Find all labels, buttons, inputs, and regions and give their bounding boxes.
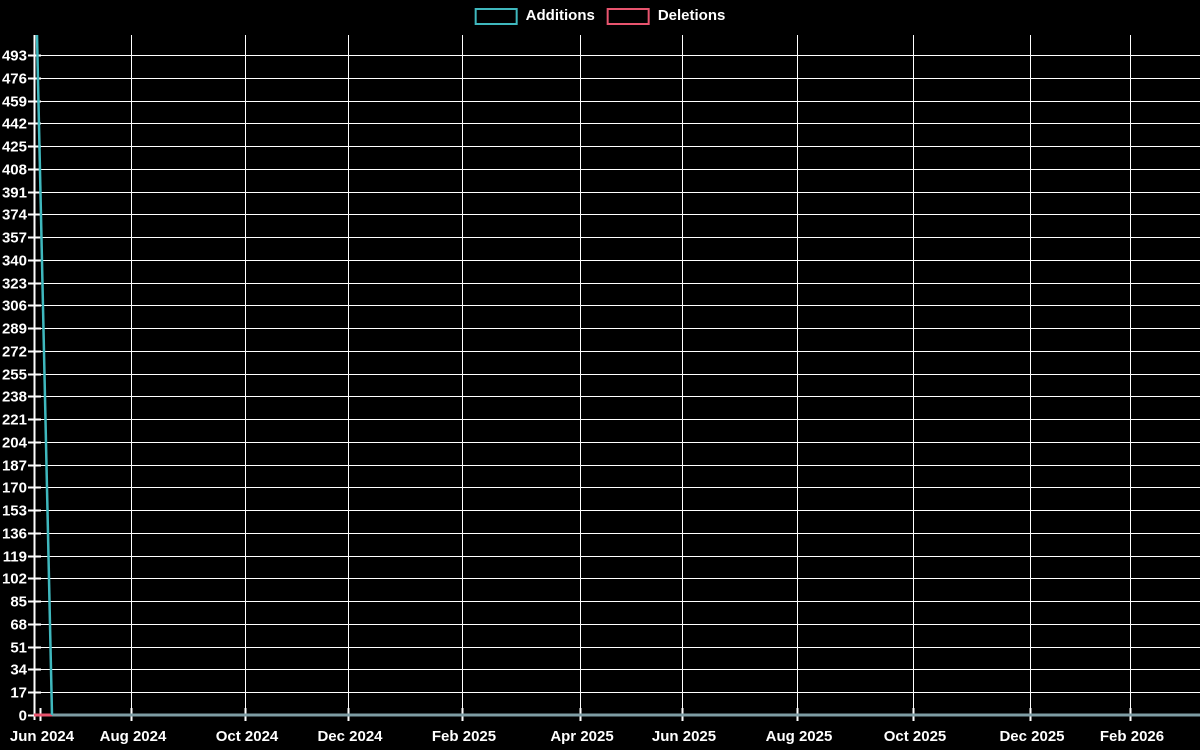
y-tick-label: 17 <box>10 685 27 702</box>
additions-swatch-icon <box>474 7 518 25</box>
y-tick-label: 153 <box>2 503 27 520</box>
x-tick-label: Dec 2025 <box>999 728 1064 745</box>
y-tick-label: 493 <box>2 48 27 65</box>
y-tick-label: 119 <box>3 549 27 566</box>
y-tick-label: 102 <box>2 571 27 588</box>
y-tick-label: 204 <box>2 435 28 452</box>
y-tick-label: 0 <box>19 708 27 725</box>
y-tick-label: 323 <box>2 276 27 293</box>
x-tick-label: Aug 2024 <box>100 728 167 745</box>
x-tick-label: Jun 2024 <box>10 728 75 745</box>
y-tick-label: 459 <box>2 94 27 111</box>
y-tick-label: 357 <box>2 230 27 247</box>
y-tick-label: 238 <box>2 389 27 406</box>
legend-label-deletions: Deletions <box>657 7 726 24</box>
additions-spike <box>35 34 54 716</box>
y-tick-label: 289 <box>2 321 27 338</box>
x-tick-label: Dec 2024 <box>317 728 383 745</box>
legend-label-additions: Additions <box>525 7 595 24</box>
deletions-swatch-icon <box>606 7 650 25</box>
y-tick-label: 170 <box>2 480 27 497</box>
y-tick-label: 306 <box>2 298 27 315</box>
y-tick-label: 136 <box>2 526 27 543</box>
y-tick-label: 187 <box>2 458 27 475</box>
x-tick-label: Aug 2025 <box>766 728 833 745</box>
y-tick-label: 374 <box>2 207 28 224</box>
chart-legend: Additions Deletions <box>474 7 726 25</box>
y-tick-label: 408 <box>2 162 27 179</box>
x-tick-label: Feb 2025 <box>432 728 496 745</box>
y-tick-label: 476 <box>2 71 27 88</box>
y-tick-label: 68 <box>10 617 27 634</box>
x-tick-label: Jun 2025 <box>652 728 716 745</box>
y-tick-label: 255 <box>2 367 27 384</box>
x-tick-label: Feb 2026 <box>1100 728 1164 745</box>
y-tick-label: 272 <box>2 344 27 361</box>
y-tick-label: 340 <box>2 253 27 270</box>
x-tick-label: Oct 2024 <box>216 728 279 745</box>
y-tick-label: 391 <box>2 185 27 202</box>
y-tick-label: 442 <box>2 116 27 133</box>
y-tick-label: 51 <box>10 640 27 657</box>
y-tick-label: 425 <box>2 139 27 156</box>
legend-item-deletions[interactable]: Deletions <box>606 7 726 25</box>
y-tick-label: 85 <box>10 594 27 611</box>
y-tick-label: 34 <box>10 662 27 679</box>
legend-item-additions[interactable]: Additions <box>474 7 595 25</box>
x-tick-label: Apr 2025 <box>550 728 613 745</box>
y-tick-label: 221 <box>2 412 27 429</box>
x-tick-label: Oct 2025 <box>884 728 947 745</box>
